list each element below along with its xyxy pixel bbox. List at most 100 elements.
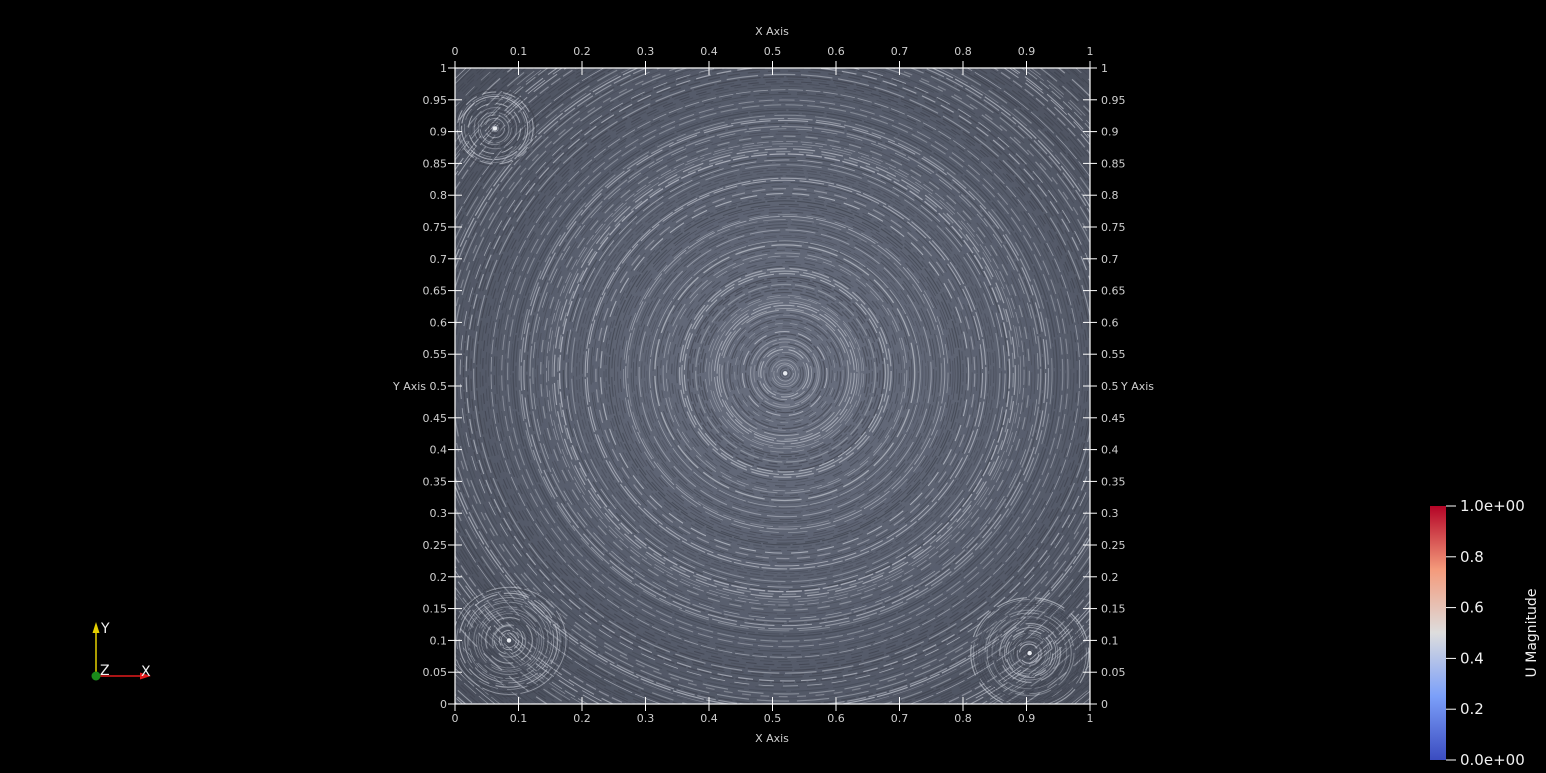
primary-vortex-streamline: [660, 249, 911, 496]
primary-vortex-streamline: [632, 224, 937, 523]
primary-vortex-streamline: [638, 229, 932, 518]
primary-vortex-streamline: [572, 167, 997, 580]
primary-vortex-streamline: [542, 138, 1027, 609]
corner-vortex-streamline: [455, 588, 564, 693]
corner-vortex-streamline: [999, 622, 1062, 683]
primary-vortex-streamline: [654, 244, 916, 502]
corner-vortex-streamline: [458, 94, 531, 163]
vortex-core: [1027, 650, 1032, 656]
y-axis-right-title: Y Axis: [1120, 380, 1154, 393]
corner-vortex-streamline: [482, 115, 508, 141]
x-top-tick-label: 0.9: [1018, 45, 1036, 58]
y-left-tick-label: 0.75: [423, 221, 448, 234]
corner-vortex-streamline: [1018, 643, 1040, 664]
y-right-tick-label: 0.45: [1101, 412, 1126, 425]
primary-vortex-streamline: [721, 309, 849, 437]
corner-vortex-streamline: [455, 584, 569, 697]
primary-vortex-streamline: [611, 203, 959, 544]
primary-vortex-streamline: [482, 81, 1089, 666]
corner-vortex-streamline: [461, 95, 529, 161]
primary-vortex-streamline: [510, 107, 1061, 640]
x-bottom-tick-label: 0: [452, 712, 459, 725]
primary-vortex-streamline: [676, 265, 895, 481]
primary-vortex-streamline: [553, 148, 1016, 598]
corner-vortex-streamline: [491, 125, 499, 132]
corner-vortex-streamline: [486, 121, 503, 137]
primary-vortex-streamline: [776, 364, 794, 382]
corner-vortex-streamline: [1005, 630, 1054, 677]
primary-vortex-streamline: [501, 99, 1069, 648]
primary-vortex-streamline: [485, 83, 1087, 663]
corner-vortex-streamline: [972, 599, 1087, 704]
primary-vortex-streamline: [687, 276, 885, 472]
y-left-tick-label: 0.65: [423, 285, 448, 298]
primary-vortex-streamline: [657, 247, 913, 499]
primary-vortex-streamline: [455, 68, 1090, 692]
corner-vortex-streamline: [477, 111, 512, 145]
primary-vortex-streamline: [532, 128, 1039, 619]
flow-domain-background: [455, 68, 1090, 704]
primary-vortex-streamline: [747, 336, 823, 411]
corner-vortex-streamline: [489, 122, 501, 135]
primary-vortex-streamline: [586, 179, 983, 567]
corner-vortex-streamline: [1013, 636, 1047, 670]
y-axis-left-ticks: 0 0.05 0.1 0.15 0.2 0.25 0.3 0.35 0.4 0.45 0.5 0.55…: [423, 62, 462, 711]
corner-vortex-streamline: [473, 606, 545, 675]
primary-vortex-streamline: [526, 122, 1044, 624]
triad-x-label: X: [141, 664, 151, 680]
corner-vortex-streamline: [466, 599, 552, 682]
primary-vortex-streamline: [689, 278, 881, 468]
triad-y-arrowhead: [92, 622, 100, 633]
corner-vortex-streamline: [492, 624, 527, 658]
primary-vortex-streamline: [600, 193, 970, 554]
primary-vortex-streamline: [760, 348, 810, 398]
primary-vortex-streamline: [697, 286, 873, 460]
primary-vortex-streamline: [595, 187, 976, 560]
primary-vortex-streamline: [755, 343, 816, 403]
primary-vortex-streamline: [768, 356, 802, 390]
triad-x-arrowhead: [140, 672, 151, 680]
orientation-axes-widget: Y Z X: [91, 621, 151, 681]
corner-vortex-streamline: [1023, 647, 1035, 659]
primary-vortex-streamline: [584, 177, 987, 570]
x-bottom-tick-label: 0.6: [827, 712, 845, 725]
y-right-tick-label: 1: [1101, 62, 1108, 75]
y-left-tick-label: 0.25: [423, 539, 448, 552]
primary-vortex-streamline: [649, 240, 921, 508]
primary-vortex-streamline: [455, 68, 1090, 698]
y-left-tick-label: 0: [440, 698, 447, 711]
primary-vortex-streamline: [590, 182, 982, 564]
primary-vortex-streamline: [608, 200, 962, 546]
corner-vortex-streamline: [462, 595, 557, 686]
color-legend[interactable]: 1.0e+00 0.8 0.6 0.4 0.2 0.0e+00 U Magnitude: [1430, 497, 1540, 769]
y-axis-right-ticks: 0 0.05 0.1 0.15 0.2 0.25 0.3 0.35 0.4 0.45 0.5 0.55…: [1083, 62, 1126, 711]
primary-vortex-streamline: [699, 288, 870, 458]
y-left-tick-label: 0.55: [423, 348, 448, 361]
corner-vortex-streamline: [496, 627, 522, 653]
corner-vortex-streamline: [500, 632, 517, 649]
primary-vortex-streamline: [716, 304, 855, 442]
x-axis-top-title: X Axis: [755, 25, 789, 38]
primary-vortex-streamline: [523, 119, 1047, 627]
primary-vortex-streamline: [745, 333, 826, 414]
primary-vortex-streamline: [546, 141, 1025, 606]
y-right-tick-label: 0.7: [1101, 253, 1119, 266]
corner-vortex-streamline: [505, 636, 513, 644]
y-left-tick-label: 0.8: [430, 189, 448, 202]
primary-vortex-streamline: [644, 235, 927, 513]
primary-vortex-streamline: [666, 255, 906, 492]
x-top-tick-label: 0.8: [954, 45, 972, 58]
corner-vortex-streamline: [470, 604, 547, 678]
primary-vortex-streamline: [581, 175, 990, 573]
primary-vortex-streamline: [537, 133, 1033, 614]
y-left-tick-label: 0.15: [423, 603, 448, 616]
y-left-tick-label: 0.7: [430, 253, 448, 266]
triad-z-label: Z: [100, 663, 110, 679]
y-left-tick-label: 0.35: [423, 475, 448, 488]
x-bottom-tick-label: 1: [1087, 712, 1094, 725]
corner-vortex-streamline: [1021, 645, 1038, 662]
y-right-tick-label: 0.2: [1101, 571, 1119, 584]
corner-vortex-streamline: [468, 601, 549, 679]
primary-vortex-streamline: [479, 78, 1090, 669]
